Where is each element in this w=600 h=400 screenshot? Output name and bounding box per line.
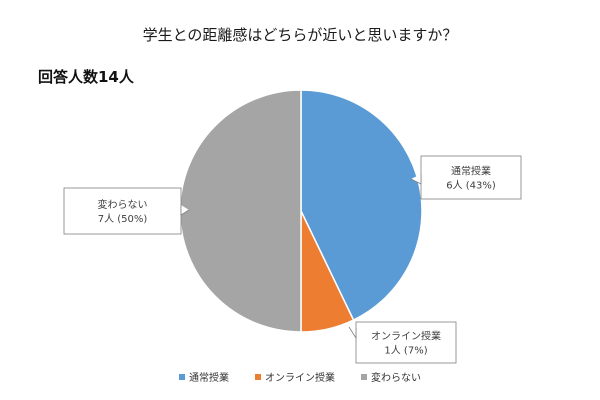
callout-pointer: [410, 174, 422, 185]
legend-label: 通常授業: [189, 373, 229, 384]
legend-swatch: [179, 373, 185, 380]
slice-name-label: オンライン授業: [371, 330, 441, 343]
pie-slice: [179, 89, 302, 333]
legend-label: オンライン授業: [265, 373, 335, 384]
legend-swatch: [361, 373, 367, 380]
callout-box: [420, 155, 522, 200]
legend-item: 通常授業: [179, 369, 229, 384]
slice-value-label: 1人 (7%): [384, 345, 427, 357]
callout-pointer: [180, 205, 190, 216]
slice-value-label: 7人 (50%): [98, 213, 148, 225]
legend-item: 変わらない: [361, 369, 421, 384]
callout-pointer: [348, 326, 357, 340]
legend-item: オンライン授業: [255, 369, 335, 384]
legend: 通常授業 オンライン授業 変わらない: [0, 369, 600, 384]
legend-swatch: [255, 373, 261, 380]
callout-box: [355, 321, 457, 364]
respondent-count: 回答人数14人: [38, 68, 134, 86]
slice-value-label: 6人 (43%): [446, 180, 496, 192]
pie-slice: [300, 89, 423, 322]
legend-label: 変わらない: [371, 373, 421, 384]
slice-name-label: 通常授業: [451, 165, 491, 178]
chart-title: 学生との距離感はどちらが近いと思いますか？: [142, 26, 458, 44]
slice-name-label: 変わらない: [98, 198, 148, 211]
callout-box: [63, 187, 182, 235]
